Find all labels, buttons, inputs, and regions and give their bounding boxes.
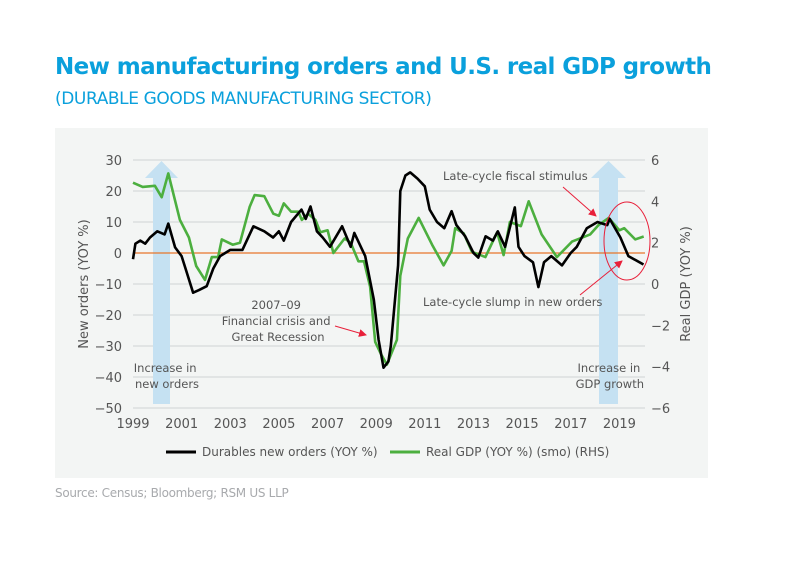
blue-arrows	[145, 161, 626, 404]
y-axis-label: New orders (YOY %)	[77, 219, 92, 348]
y-tick-label: 20	[105, 185, 122, 200]
annotation-increase-gdp: Increase in GDP growth	[576, 361, 644, 391]
y-right-tick-label: −2	[651, 319, 670, 334]
gridlines	[133, 159, 645, 409]
annotation-crisis: 2007–09 Financial crisis and Great Reces…	[222, 298, 334, 344]
orders-increase-arrow	[145, 161, 178, 404]
y-right-tick-label: 4	[651, 195, 659, 210]
x-tick-label: 2009	[360, 417, 393, 432]
x-tick-label: 2013	[457, 417, 490, 432]
chart-title: New manufacturing orders and U.S. real G…	[55, 54, 712, 80]
annotation-arrow-fiscal	[562, 186, 597, 217]
annotation-increase-orders: Increase in new orders	[134, 361, 200, 391]
y-tick-label: −40	[95, 371, 122, 386]
source-note: Source: Census; Bloomberg; RSM US LLP	[55, 486, 289, 500]
annotation-circle	[603, 201, 651, 281]
y-tick-label: −50	[95, 402, 122, 417]
y-tick-label: −10	[95, 278, 122, 293]
y-tick-label: −20	[95, 309, 122, 324]
annotation-slump: Late-cycle slump in new orders	[423, 295, 602, 309]
x-tick-label: 1999	[116, 417, 149, 432]
annotation-arrow-slump	[579, 260, 623, 296]
legend-label-gdp: Real GDP (YOY %) (smo) (RHS)	[426, 445, 609, 459]
x-tick-label: 2019	[603, 417, 636, 432]
chart-subtitle: (DURABLE GOODS MANUFACTURING SECTOR)	[55, 89, 432, 109]
annotation-arrow-crisis	[334, 325, 367, 337]
annotations: 2007–09 Financial crisis and Great Reces…	[134, 169, 651, 391]
annotation-fiscal: Late-cycle fiscal stimulus	[443, 169, 588, 183]
y-axis-right-label: Real GDP (YOY %)	[679, 226, 694, 342]
y-tick-label: 10	[105, 216, 122, 231]
legend: Durables new orders (YOY %) Real GDP (YO…	[166, 445, 609, 459]
y-right-tick-label: 0	[651, 278, 659, 293]
legend-label-durables: Durables new orders (YOY %)	[202, 445, 378, 459]
x-tick-label: 2017	[554, 417, 587, 432]
y-tick-label: −30	[95, 340, 122, 355]
x-tick-label: 2015	[506, 417, 539, 432]
x-tick-label: 2003	[214, 417, 247, 432]
y-tick-label: 0	[114, 247, 122, 262]
x-tick-label: 2007	[311, 417, 344, 432]
y-tick-label: 30	[105, 154, 122, 169]
series-line-durables	[131, 171, 645, 369]
y-right-tick-label: 2	[651, 237, 659, 252]
x-tick-label: 2005	[262, 417, 295, 432]
y-right-tick-label: −6	[651, 402, 670, 417]
series-line-gdp	[132, 172, 645, 366]
y-right-tick-label: −4	[651, 361, 670, 376]
x-tick-label: 2011	[408, 417, 441, 432]
x-tick-label: 2001	[165, 417, 198, 432]
y-right-tick-label: 6	[651, 154, 659, 169]
series-lines	[131, 171, 645, 369]
